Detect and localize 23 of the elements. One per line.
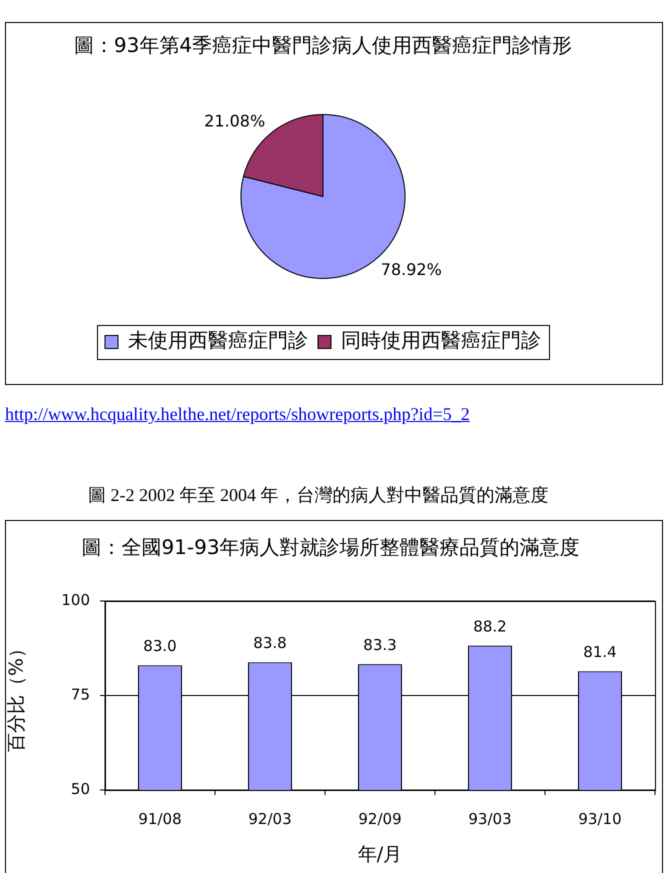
chart-title: 圖：全國91-93年病人對就診場所整體醫療品質的滿意度 (81, 535, 580, 560)
data-label: 81.4 (583, 643, 617, 662)
data-label: 83.3 (363, 636, 397, 654)
data-label: 21.08% (204, 112, 266, 131)
y-tick-label: 100 (61, 590, 90, 609)
data-label: 83.0 (143, 637, 177, 656)
data-label: 78.92% (380, 260, 442, 279)
x-axis-title: 年/月 (358, 844, 402, 866)
chart-title: 圖：93年第4季癌症中醫門診病人使用西醫癌症門診情形 (74, 33, 572, 58)
x-tick-label: 93/03 (468, 810, 512, 828)
x-tick-label: 91/08 (138, 810, 182, 828)
data-label: 88.2 (473, 617, 507, 636)
y-axis-title: 百分比（%） (5, 638, 28, 752)
legend-label: 同時使用西醫癌症門診 (341, 328, 541, 352)
y-tick-label: 75 (70, 685, 90, 704)
x-tick-label: 92/03 (248, 810, 292, 828)
y-tick-label: 50 (70, 780, 90, 798)
text: http://www.hcquality.helthe.net/reports/showreports.php?id=5_2 (5, 403, 470, 425)
x-tick-label: 93/10 (578, 810, 622, 828)
caption: 圖 2-2 2002 年至 2004 年，台灣的病人對中醫品質的滿意度 (88, 484, 548, 506)
x-tick-label: 92/09 (358, 810, 402, 828)
data-label: 83.8 (253, 634, 287, 652)
legend-label: 未使用西醫癌症門診 (128, 328, 308, 352)
